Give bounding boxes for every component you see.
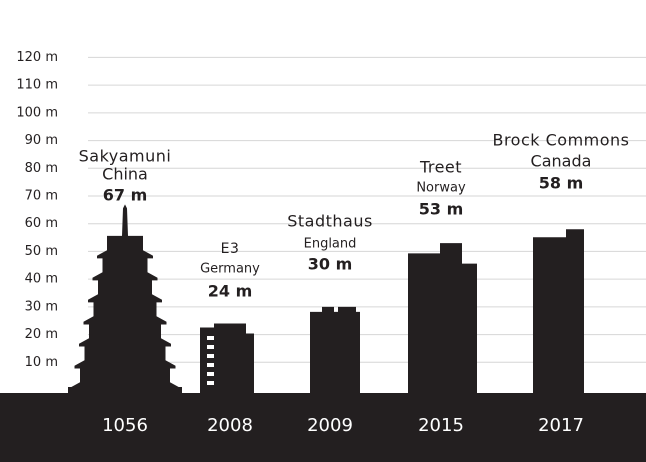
building	[408, 243, 477, 393]
building-name: E3	[221, 241, 240, 257]
value-label: 53 m	[419, 200, 464, 219]
y-tick-label: 30 m	[25, 299, 58, 314]
window	[207, 372, 214, 376]
y-tick-label: 120 m	[16, 50, 58, 65]
window	[207, 363, 214, 367]
y-tick-label: 90 m	[25, 133, 58, 148]
y-tick-label: 80 m	[25, 161, 58, 176]
x-tick-label: 2017	[538, 415, 584, 436]
y-tick-label: 110 m	[16, 78, 58, 93]
building-name: Treet	[419, 158, 462, 177]
value-label: 58 m	[539, 174, 584, 193]
building-name: Stadthaus	[287, 212, 373, 231]
x-tick-label: 2008	[207, 415, 253, 436]
country: China	[102, 165, 148, 184]
building	[533, 229, 584, 393]
value-label: 30 m	[308, 255, 353, 274]
window	[207, 336, 214, 340]
x-tick-label: 2009	[307, 415, 353, 436]
country: England	[304, 237, 357, 252]
country: Norway	[416, 181, 466, 196]
y-tick-label: 100 m	[16, 105, 58, 120]
y-tick-label: 70 m	[25, 189, 58, 204]
building	[68, 204, 182, 393]
building	[310, 306, 360, 393]
x-tick-label: 2015	[418, 415, 464, 436]
building-name: Sakyamuni	[79, 147, 172, 166]
window	[207, 354, 214, 358]
y-tick-label: 50 m	[25, 244, 58, 259]
window	[207, 345, 214, 349]
building-name: Brock Commons	[492, 131, 629, 150]
window	[207, 381, 214, 385]
y-tick-label: 20 m	[25, 327, 58, 342]
x-tick-label: 1056	[102, 415, 148, 436]
y-tick-label: 60 m	[25, 216, 58, 231]
y-tick-label: 10 m	[25, 355, 58, 370]
y-tick-label: 40 m	[25, 272, 58, 287]
country: Germany	[200, 262, 260, 277]
country: Canada	[531, 152, 592, 171]
value-label: 67 m	[103, 186, 148, 205]
value-label: 24 m	[208, 282, 253, 301]
ground	[0, 393, 646, 462]
